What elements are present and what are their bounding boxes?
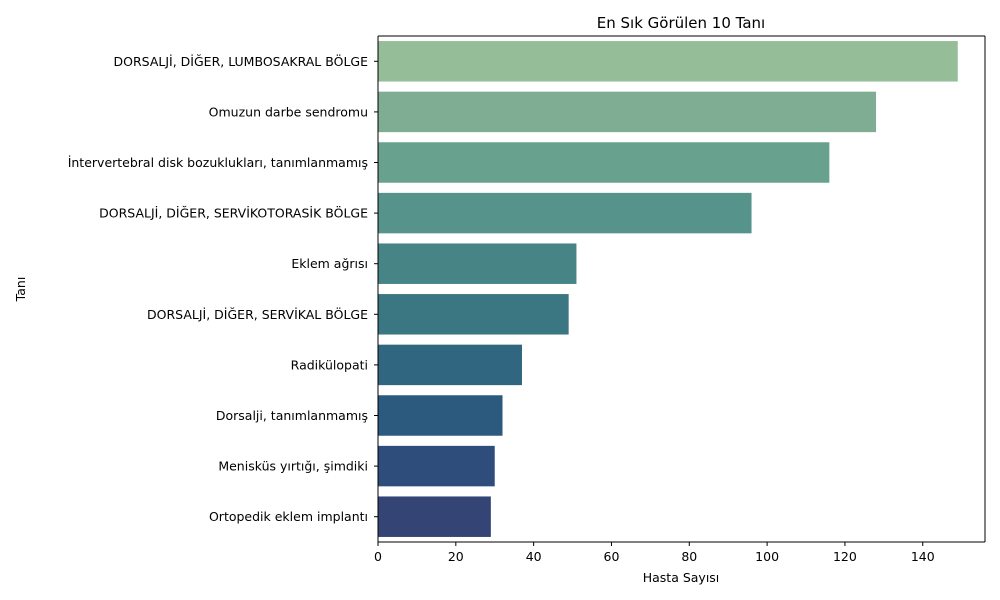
y-tick-label: DORSALJİ, DİĞER, LUMBOSAKRAL BÖLGE bbox=[114, 53, 369, 69]
bar-9 bbox=[378, 445, 495, 487]
y-tick-label: Omuzun darbe sendromu bbox=[209, 104, 368, 119]
bar-5 bbox=[378, 243, 577, 284]
y-tick-label: Radikülopati bbox=[291, 357, 368, 372]
x-tick-label: 40 bbox=[526, 549, 542, 564]
x-ticks: 0 20 40 60 80 100 120 140 bbox=[374, 542, 935, 564]
bar-3 bbox=[378, 142, 830, 183]
bar-8 bbox=[378, 395, 503, 436]
y-tick-label: İntervertebral disk bozuklukları, tanıml… bbox=[68, 155, 368, 170]
x-tick-label: 140 bbox=[911, 549, 935, 564]
y-tick-labels: DORSALJİ, DİĞER, LUMBOSAKRAL BÖLGE Omuzun… bbox=[68, 53, 378, 524]
x-tick-label: 100 bbox=[755, 549, 779, 564]
x-tick-label: 120 bbox=[833, 549, 857, 564]
y-tick-label: DORSALJİ, DİĞER, SERVİKOTORASİK BÖLGE bbox=[99, 205, 368, 221]
bar-1 bbox=[378, 41, 958, 82]
bar-4 bbox=[378, 192, 752, 234]
bar-6 bbox=[378, 294, 569, 335]
y-tick-label: Eklem ağrısı bbox=[291, 256, 368, 271]
chart-title: En Sık Görülen 10 Tanı bbox=[597, 14, 765, 32]
y-tick-label: Menisküs yırtığı, şimdiki bbox=[218, 459, 368, 474]
y-tick-label: DORSALJİ, DİĞER, SERVİKAL BÖLGE bbox=[147, 306, 368, 322]
bar-2 bbox=[378, 91, 877, 133]
bars-group bbox=[378, 41, 958, 537]
x-tick-label: 0 bbox=[374, 549, 382, 564]
bar-10 bbox=[378, 496, 491, 537]
bar-7 bbox=[378, 344, 522, 386]
y-tick-label: Ortopedik eklem implantı bbox=[209, 509, 368, 524]
x-tick-label: 60 bbox=[604, 549, 620, 564]
x-tick-label: 80 bbox=[681, 549, 697, 564]
y-axis-label: Tanı bbox=[13, 277, 28, 303]
y-tick-label: Dorsalji, tanımlanmamış bbox=[216, 408, 368, 423]
x-tick-label: 20 bbox=[448, 549, 464, 564]
x-axis-label: Hasta Sayısı bbox=[643, 570, 720, 585]
